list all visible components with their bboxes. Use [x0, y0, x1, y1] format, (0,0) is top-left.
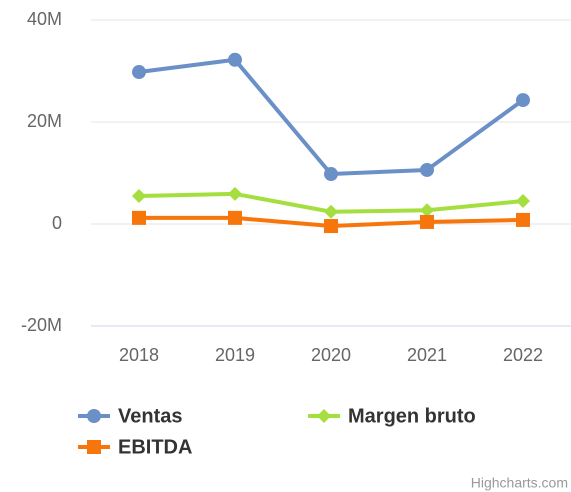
x-tick-label: 2022 — [503, 345, 543, 365]
y-tick-label: 40M — [27, 9, 62, 29]
data-point — [516, 194, 530, 209]
legend-label[interactable]: Margen bruto — [348, 405, 476, 427]
legend-symbol — [87, 409, 101, 423]
x-tick-label: 2018 — [119, 345, 159, 365]
credits[interactable]: Highcharts.com — [471, 475, 568, 491]
y-tick-label: 0 — [52, 213, 62, 233]
data-point — [228, 210, 242, 225]
data-point — [132, 210, 146, 225]
x-tick-label: 2021 — [407, 345, 447, 365]
data-point — [324, 219, 338, 234]
x-tick-label: 2019 — [215, 345, 255, 365]
data-point — [324, 167, 338, 182]
data-point — [420, 162, 434, 177]
data-point — [228, 186, 242, 201]
x-tick-label: 2020 — [311, 345, 351, 365]
legend-symbol — [317, 409, 331, 423]
data-point — [516, 93, 530, 108]
legend-label[interactable]: Ventas — [118, 405, 182, 427]
legend-label[interactable]: EBITDA — [118, 436, 192, 458]
legend-symbol — [87, 440, 101, 454]
data-point — [420, 214, 434, 229]
data-point — [516, 212, 530, 227]
y-tick-label: 20M — [27, 111, 62, 131]
series-line — [138, 57, 525, 177]
data-point — [324, 204, 338, 219]
data-point — [420, 203, 434, 218]
y-tick-label: -20M — [21, 315, 62, 335]
data-point — [228, 52, 242, 67]
data-point — [132, 188, 146, 203]
data-point — [132, 65, 146, 80]
